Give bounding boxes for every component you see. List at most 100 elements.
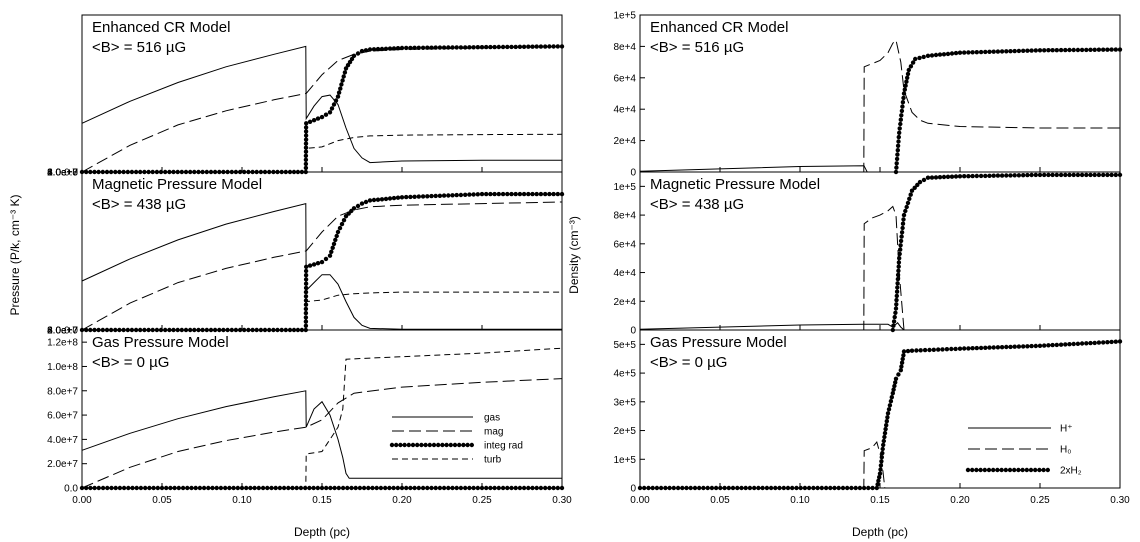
data-point — [904, 204, 909, 210]
series-turb — [82, 291, 562, 331]
data-point — [962, 346, 967, 351]
legend-swatch — [965, 467, 971, 473]
data-point — [828, 485, 833, 491]
data-point — [1109, 339, 1114, 345]
y-tick-label: 1.0e+8 — [47, 167, 78, 178]
data-point — [363, 48, 369, 53]
data-point — [900, 100, 906, 105]
data-point — [957, 346, 963, 351]
left-x-axis-label: Depth (pc) — [294, 525, 350, 539]
data-point — [475, 45, 480, 50]
series-gas — [81, 45, 562, 164]
legend-swatch — [1016, 467, 1021, 473]
data-point — [1113, 47, 1119, 52]
data-point — [383, 485, 388, 491]
data-point — [315, 261, 321, 266]
data-point — [277, 485, 283, 491]
data-point — [1063, 47, 1068, 53]
data-point — [901, 95, 906, 101]
data-point — [1037, 48, 1043, 53]
data-point — [96, 485, 102, 491]
data-point — [408, 194, 413, 200]
data-point — [1117, 339, 1123, 344]
data-point — [286, 485, 291, 491]
data-point — [903, 208, 908, 214]
data-point — [138, 485, 144, 491]
y-tick-label: 2.0e+7 — [47, 325, 78, 336]
data-point — [269, 485, 274, 491]
data-point — [870, 485, 875, 491]
data-point — [995, 49, 1001, 54]
data-point — [530, 485, 535, 491]
data-point — [467, 45, 472, 50]
data-point — [983, 173, 988, 179]
data-point — [991, 345, 996, 350]
data-point — [933, 52, 939, 58]
data-point — [408, 45, 413, 51]
data-point — [940, 347, 945, 352]
data-point — [513, 485, 518, 491]
data-point — [898, 243, 903, 248]
data-point — [463, 192, 468, 197]
series-gas — [81, 390, 562, 479]
left-y-axis-label: Pressure (P/k, cm⁻³ K) — [8, 194, 22, 315]
y-tick-label: 1e+5 — [613, 182, 636, 193]
data-point — [887, 403, 893, 408]
data-point — [899, 364, 904, 369]
data-point — [929, 53, 935, 58]
data-point — [901, 212, 907, 218]
data-point — [319, 485, 325, 491]
data-point — [899, 234, 904, 239]
data-point — [894, 161, 899, 166]
data-point — [905, 348, 911, 354]
series-2xH2 — [637, 339, 1123, 491]
y-tick-label: 4e+5 — [613, 369, 636, 380]
data-point — [1113, 339, 1119, 344]
data-point — [303, 129, 309, 134]
data-point — [927, 347, 932, 353]
data-point — [496, 44, 501, 50]
data-point — [1058, 342, 1064, 347]
data-point — [945, 51, 951, 57]
data-point — [987, 49, 992, 54]
y-tick-label: 2e+4 — [613, 297, 636, 308]
data-point — [147, 485, 152, 491]
data-point — [925, 53, 931, 58]
data-point — [1021, 173, 1026, 178]
y-tick-label: 8e+4 — [613, 211, 636, 222]
x-tick-label: 0.15 — [312, 495, 332, 506]
data-point — [425, 194, 430, 199]
data-point — [555, 44, 560, 49]
data-point — [1021, 344, 1026, 349]
x-tick-label: 0.00 — [630, 495, 650, 506]
data-point — [530, 191, 535, 197]
data-point — [484, 44, 489, 50]
data-point — [894, 293, 899, 299]
data-point — [387, 196, 393, 201]
data-point — [970, 50, 975, 55]
data-point — [894, 289, 900, 294]
data-point — [832, 485, 837, 491]
data-point — [307, 263, 313, 268]
x-tick-label: 0.00 — [72, 495, 92, 506]
data-point — [898, 121, 903, 127]
data-point — [658, 485, 664, 491]
legend-swatch — [448, 442, 453, 448]
legend-swatch — [1020, 467, 1025, 473]
data-point — [256, 485, 261, 491]
data-point — [1016, 48, 1022, 54]
data-point — [794, 485, 799, 491]
data-point — [1054, 48, 1060, 53]
data-point — [370, 485, 375, 491]
data-point — [353, 485, 358, 491]
data-point — [962, 50, 967, 55]
legend-swatch — [974, 467, 979, 473]
y-tick-label: 6e+4 — [613, 73, 636, 84]
data-point — [1092, 172, 1097, 178]
legend-swatch — [431, 442, 437, 448]
data-point — [1029, 48, 1034, 53]
data-point — [534, 191, 539, 197]
data-point — [875, 482, 880, 487]
data-point — [330, 245, 335, 250]
data-point — [663, 485, 668, 491]
